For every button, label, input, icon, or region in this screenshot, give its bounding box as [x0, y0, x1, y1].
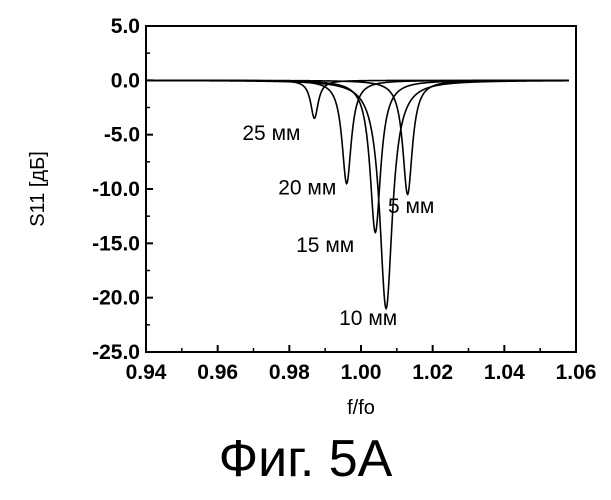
y-axis-title: S11 [дБ] — [27, 151, 49, 227]
x-axis-title: f/fo — [347, 397, 375, 419]
series-label: 20 мм — [278, 176, 336, 199]
y-tick-label: -15.0 — [92, 232, 140, 255]
s11-chart: 5.00.0-5.0-10.0-15.0-20.0-25.00.940.960.… — [0, 0, 611, 430]
x-tick-label: 1.00 — [341, 361, 382, 384]
y-tick-label: -20.0 — [92, 287, 140, 310]
y-tick-label: 5.0 — [111, 15, 140, 38]
series-label: 5 мм — [388, 195, 434, 218]
x-tick-label: 1.06 — [556, 361, 597, 384]
x-tick-label: 0.96 — [197, 361, 238, 384]
x-tick-label: 1.02 — [412, 361, 453, 384]
x-tick-label: 0.94 — [126, 361, 167, 384]
figure-caption: Фиг. 5A — [0, 428, 611, 490]
series-curve — [146, 81, 569, 309]
series-label: 25 мм — [242, 122, 300, 145]
x-tick-label: 0.98 — [269, 361, 310, 384]
series-label: 15 мм — [296, 234, 354, 257]
y-tick-label: -5.0 — [104, 124, 140, 147]
labels-layer: 25 мм 20 мм 15 мм 10 мм 5 мм — [242, 122, 434, 330]
series-label: 10 мм — [339, 307, 397, 330]
y-tick-label: 0.0 — [111, 69, 140, 92]
plot-frame — [146, 26, 576, 352]
y-tick-label: -10.0 — [92, 178, 140, 201]
curves-layer — [146, 80, 569, 308]
x-tick-label: 1.04 — [484, 361, 525, 384]
plot-area-border — [146, 26, 576, 352]
